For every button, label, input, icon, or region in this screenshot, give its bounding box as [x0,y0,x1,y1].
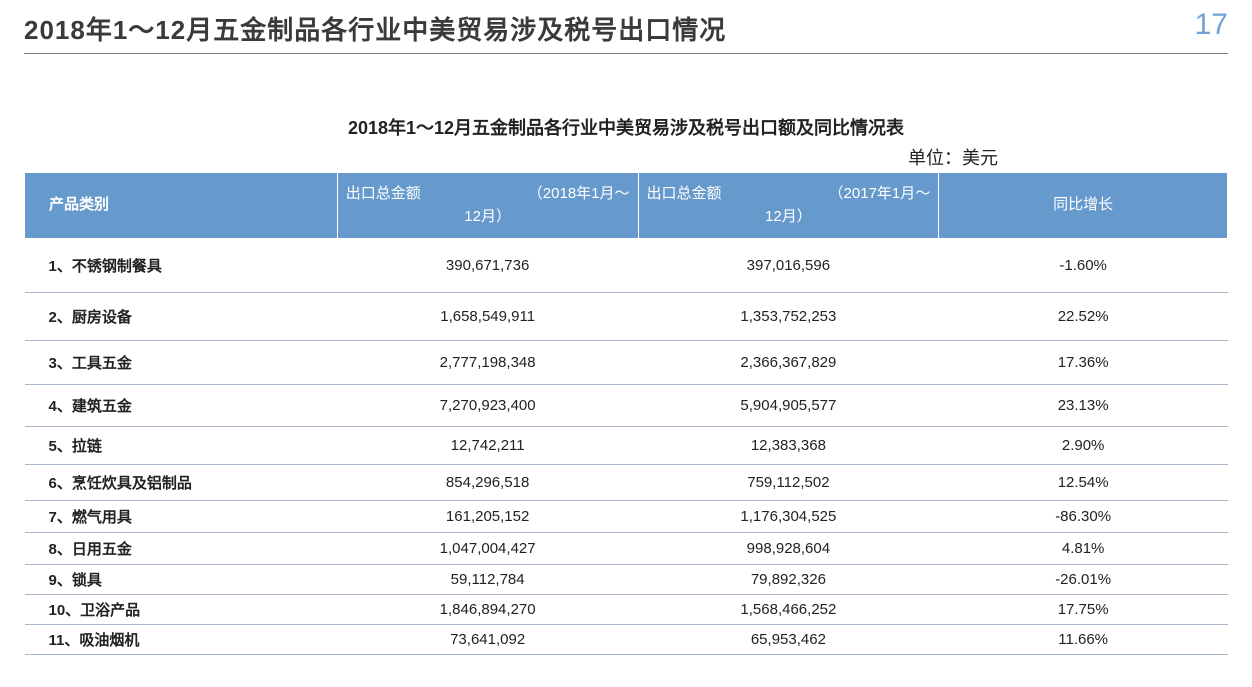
cell-yoy: -26.01% [939,565,1228,595]
table-row: 7、燃气用具161,205,1521,176,304,525-86.30% [25,501,1228,533]
cell-yoy: 17.75% [939,595,1228,625]
cell-amt2018: 2,777,198,348 [337,341,638,385]
col-header-amt2017-b: （2017年1月～ [829,183,931,206]
cell-category: 3、工具五金 [25,341,338,385]
cell-amt2017: 2,366,367,829 [638,341,939,385]
table-row: 5、拉链12,742,21112,383,3682.90% [25,427,1228,465]
table-row: 6、烹饪炊具及铝制品854,296,518759,112,50212.54% [25,465,1228,501]
table-row: 8、日用五金1,047,004,427998,928,6044.81% [25,533,1228,565]
cell-amt2017: 1,568,466,252 [638,595,939,625]
table-row: 9、锁具59,112,78479,892,326-26.01% [25,565,1228,595]
table-row: 3、工具五金2,777,198,3482,366,367,82917.36% [25,341,1228,385]
unit-label: 单位：美元 [24,144,1228,170]
cell-amt2017: 759,112,502 [638,465,939,501]
data-table: 产品类别 出口总金额 （2018年1月～ 12月） 出口总金额 （2017年1月… [24,172,1228,655]
cell-amt2017: 12,383,368 [638,427,939,465]
table-row: 1、不锈钢制餐具390,671,736397,016,596-1.60% [25,239,1228,293]
cell-amt2018: 1,846,894,270 [337,595,638,625]
cell-category: 1、不锈钢制餐具 [25,239,338,293]
table-body: 1、不锈钢制餐具390,671,736397,016,596-1.60%2、厨房… [25,239,1228,655]
cell-amt2017: 65,953,462 [638,625,939,655]
cell-category: 10、卫浴产品 [25,595,338,625]
cell-category: 4、建筑五金 [25,385,338,427]
col-header-amt2017: 出口总金额 （2017年1月～ 12月） [638,173,939,239]
col-header-amt2018-b: （2018年1月～ [528,183,630,206]
table-title: 2018年1～12月五金制品各行业中美贸易涉及税号出口额及同比情况表 [24,114,1228,140]
cell-category: 7、燃气用具 [25,501,338,533]
cell-yoy: 17.36% [939,341,1228,385]
header-bar: 2018年1～12月五金制品各行业中美贸易涉及税号出口情况 17 [24,10,1228,54]
cell-amt2018: 161,205,152 [337,501,638,533]
cell-amt2017: 397,016,596 [638,239,939,293]
page-title: 2018年1～12月五金制品各行业中美贸易涉及税号出口情况 [24,10,726,47]
cell-amt2018: 390,671,736 [337,239,638,293]
cell-amt2018: 854,296,518 [337,465,638,501]
table-row: 11、吸油烟机73,641,09265,953,46211.66% [25,625,1228,655]
col-header-amt2018-c: 12月） [346,206,630,229]
table-header: 产品类别 出口总金额 （2018年1月～ 12月） 出口总金额 （2017年1月… [25,173,1228,239]
cell-amt2017: 998,928,604 [638,533,939,565]
cell-yoy: 22.52% [939,293,1228,341]
cell-amt2018: 7,270,923,400 [337,385,638,427]
cell-yoy: -1.60% [939,239,1228,293]
cell-amt2017: 1,353,752,253 [638,293,939,341]
cell-amt2018: 12,742,211 [337,427,638,465]
col-header-amt2017-c: 12月） [647,206,931,229]
cell-amt2018: 1,047,004,427 [337,533,638,565]
cell-category: 5、拉链 [25,427,338,465]
slide: 2018年1～12月五金制品各行业中美贸易涉及税号出口情况 17 2018年1～… [0,0,1252,687]
cell-amt2017: 1,176,304,525 [638,501,939,533]
cell-yoy: 11.66% [939,625,1228,655]
cell-category: 11、吸油烟机 [25,625,338,655]
table-row: 2、厨房设备1,658,549,9111,353,752,25322.52% [25,293,1228,341]
col-header-amt2018: 出口总金额 （2018年1月～ 12月） [337,173,638,239]
cell-category: 8、日用五金 [25,533,338,565]
cell-yoy: 2.90% [939,427,1228,465]
cell-amt2018: 59,112,784 [337,565,638,595]
cell-amt2018: 1,658,549,911 [337,293,638,341]
col-header-category: 产品类别 [25,173,338,239]
cell-yoy: 23.13% [939,385,1228,427]
page-number: 17 [1195,10,1228,40]
table-row: 4、建筑五金7,270,923,4005,904,905,57723.13% [25,385,1228,427]
cell-category: 2、厨房设备 [25,293,338,341]
cell-amt2018: 73,641,092 [337,625,638,655]
cell-amt2017: 5,904,905,577 [638,385,939,427]
cell-yoy: -86.30% [939,501,1228,533]
col-header-amt2017-a: 出口总金额 [647,183,722,206]
cell-category: 9、锁具 [25,565,338,595]
cell-yoy: 12.54% [939,465,1228,501]
col-header-amt2018-a: 出口总金额 [346,183,421,206]
cell-yoy: 4.81% [939,533,1228,565]
col-header-yoy: 同比增长 [939,173,1228,239]
cell-amt2017: 79,892,326 [638,565,939,595]
table-row: 10、卫浴产品1,846,894,2701,568,466,25217.75% [25,595,1228,625]
cell-category: 6、烹饪炊具及铝制品 [25,465,338,501]
